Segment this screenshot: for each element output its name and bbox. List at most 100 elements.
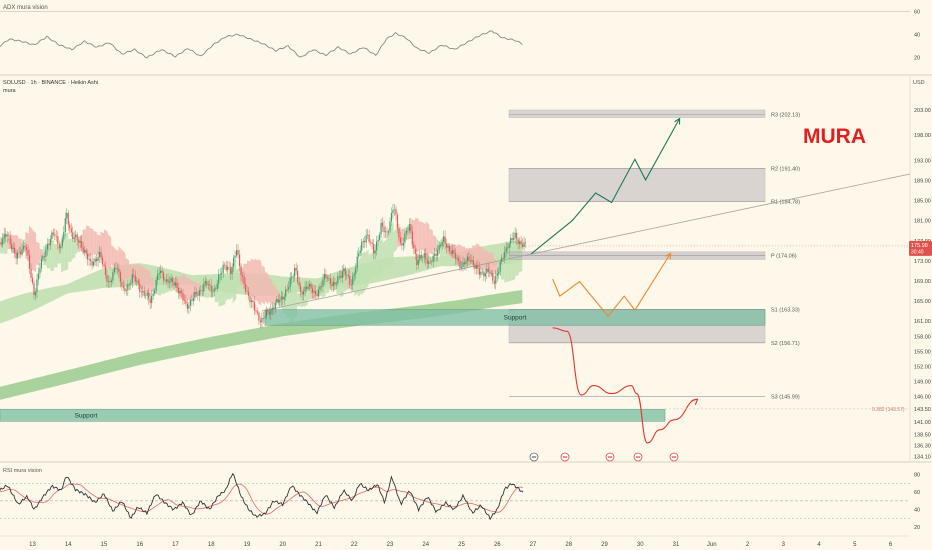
adx-pane: ADX mura vision 60 40 20 <box>0 5 920 62</box>
candle-body <box>81 241 83 248</box>
candle-body <box>311 288 314 293</box>
date-tick-label: 25 <box>458 542 465 548</box>
candle-body <box>446 243 448 248</box>
candle-body <box>398 228 400 238</box>
ma-ribbon-fast-segment <box>518 247 523 273</box>
ma-ribbon-fast-segment <box>379 238 383 276</box>
ma-ribbon-fast-segment <box>150 277 155 292</box>
ma-ribbon-fast-segment <box>186 277 190 301</box>
candle-body <box>423 252 425 258</box>
ma-ribbon-fast-segment <box>332 278 337 291</box>
candle-body <box>88 259 90 260</box>
ma-ribbon-fast-segment <box>14 234 19 255</box>
ma-ribbon-fast-segment <box>400 228 405 243</box>
ma-ribbon-fast-segment <box>104 229 108 269</box>
candle-body <box>410 224 412 232</box>
trendline[interactable] <box>261 173 911 312</box>
candle-body <box>349 275 351 285</box>
pivot-label: R1 (184.78) <box>771 200 800 206</box>
candle-body <box>115 268 117 270</box>
ma-ribbon-fast-segment <box>343 275 348 292</box>
candle-body <box>493 280 495 284</box>
candle-body <box>316 294 318 297</box>
candle-body <box>402 242 405 246</box>
ma-ribbon-fast-segment <box>64 232 69 272</box>
candle-body <box>253 302 256 311</box>
price-tick-label: 134.10 <box>914 455 931 461</box>
candle-body <box>174 282 177 286</box>
ma-ribbon-fast-segment <box>146 269 151 297</box>
candle-body <box>374 250 376 254</box>
candle-body <box>460 267 463 269</box>
candle-body <box>508 243 510 249</box>
candle-body <box>255 310 257 312</box>
ma-ribbon-fast-segment <box>257 258 262 306</box>
candle-body <box>152 293 154 296</box>
price-axis[interactable]: 203.00198.00193.00189.00185.00181.00177.… <box>909 76 931 461</box>
candle-body <box>21 249 23 255</box>
candle-body <box>101 257 104 265</box>
adx-tick-label: 40 <box>914 32 920 38</box>
candle-body <box>3 233 5 239</box>
candle-body <box>5 233 7 237</box>
candle-body <box>232 257 235 267</box>
candle-body <box>381 222 384 227</box>
candle-body <box>317 289 320 297</box>
adx-tick-label: 20 <box>914 56 920 62</box>
candle-body <box>162 272 165 281</box>
price-tick-label: 141.00 <box>914 420 931 426</box>
ma-ribbon-fast-segment <box>32 230 37 273</box>
candle-body <box>94 258 96 263</box>
price-tick-label: 136.30 <box>914 443 931 449</box>
candle-body <box>392 209 394 213</box>
candle-body <box>137 280 139 284</box>
candle-body <box>505 247 507 252</box>
date-axis[interactable]: 13 14 15 16 17 18 19 20 21 22 23 24 25 26 27 28 29 30 31 Ju… <box>29 542 893 548</box>
ma-ribbon-fast-segment <box>482 248 487 271</box>
candle-body <box>408 224 410 231</box>
candle-body <box>524 242 527 243</box>
candle-body <box>496 273 498 276</box>
price-tick-label: 143.50 <box>914 407 931 413</box>
candle-body <box>127 284 129 291</box>
ma-ribbon-fast-segment <box>157 274 162 296</box>
date-tick-label: 6 <box>889 542 893 548</box>
ma-ribbon-fast-segment <box>422 222 426 252</box>
fib-label: 0.382 (143.57) <box>872 407 905 413</box>
date-tick-label: 3 <box>782 542 786 548</box>
candle-body <box>463 262 466 265</box>
rsi-tick-label: 40 <box>914 508 920 514</box>
ma-ribbon-fast-segment <box>386 230 390 270</box>
ma-ribbon-fast-segment <box>493 258 498 276</box>
candle-body <box>510 238 512 244</box>
candle-body <box>434 253 436 256</box>
candle-body <box>523 242 525 247</box>
candle-body <box>30 268 32 278</box>
candle-body <box>142 290 144 293</box>
candle-body <box>69 224 71 229</box>
ma-ribbon-fast-segment <box>136 263 140 287</box>
candle-body <box>267 310 269 312</box>
candle-body <box>448 246 451 251</box>
candle-body <box>246 291 248 292</box>
candle-body <box>396 214 399 229</box>
scenario-arrowhead-neutral <box>665 252 672 260</box>
candle-body <box>218 274 220 284</box>
date-tick-label: 30 <box>637 542 644 548</box>
current-price-box <box>909 240 932 256</box>
scenario-arrowhead-bearish <box>691 398 699 405</box>
candle-body <box>378 234 381 240</box>
candle-body <box>489 271 491 274</box>
candle-body <box>292 276 294 277</box>
candle-body <box>371 242 373 244</box>
ma-ribbon-fast-segment <box>368 252 373 281</box>
candle-body <box>377 239 379 242</box>
candle-body <box>244 283 247 292</box>
price-tick-label: 158.00 <box>914 334 931 340</box>
candle-body <box>33 282 35 296</box>
candle-body <box>173 282 175 286</box>
ma-ribbon-fast-segment <box>325 277 330 294</box>
candles <box>0 203 527 329</box>
candle-body <box>268 311 270 315</box>
